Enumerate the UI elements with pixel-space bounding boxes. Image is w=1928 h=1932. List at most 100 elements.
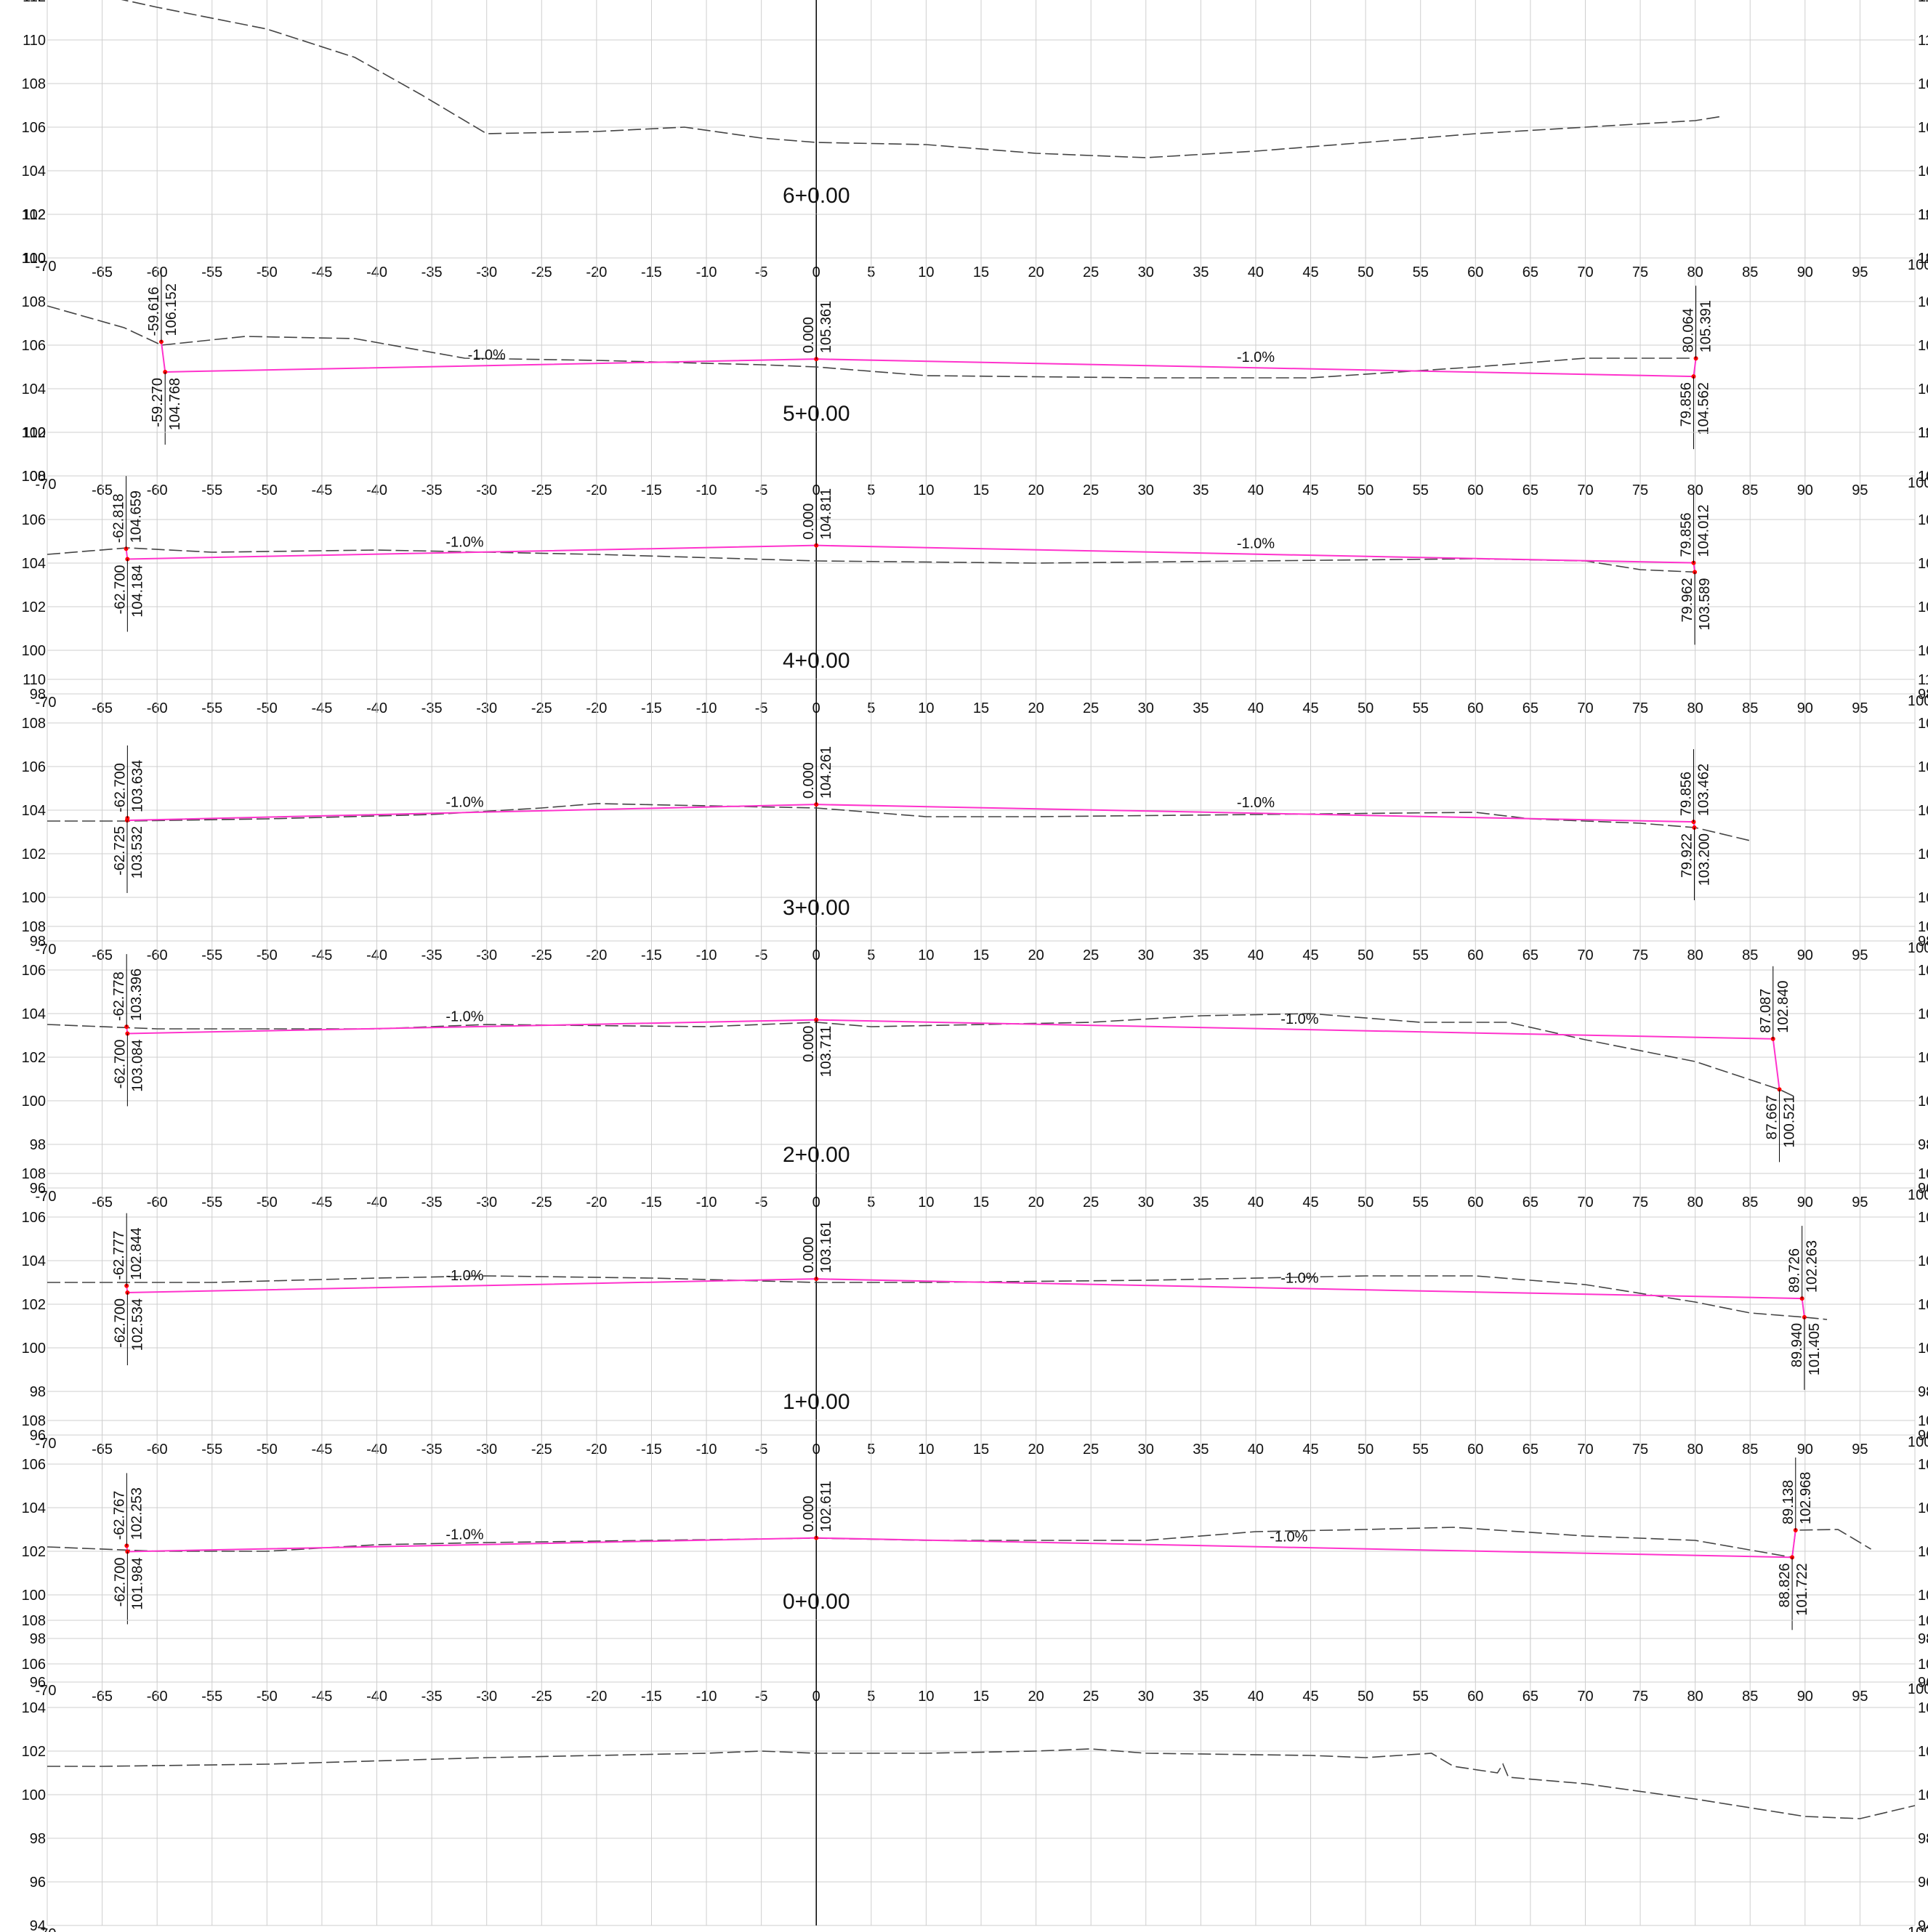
slope-label: -1.0% [445,534,483,550]
y-tick-label-right: 104 [1918,381,1928,397]
y-tick-label-right: 100 [1918,643,1928,659]
y-tick-label: 108 [22,294,46,310]
point-station-label: 88.826 [1777,1563,1793,1607]
y-tick-label: 96 [30,1428,46,1444]
y-tick-label: 106 [22,1210,46,1226]
y-tick-label-right: 106 [1918,759,1928,775]
y-tick-label: 98 [30,1631,46,1647]
y-tick-label: 108 [22,1613,46,1629]
y-tick-label: 108 [22,919,46,935]
point-station-label: -62.767 [111,1491,127,1540]
y-tick-label: 106 [22,338,46,354]
y-tick-label: 112 [23,207,46,223]
point-elevation-label: 101.984 [129,1557,145,1609]
y-tick-label: 100 [22,1094,46,1110]
y-tick-label-right: 110 [1918,672,1928,688]
point-elevation-label: 104.811 [818,488,834,540]
y-tick-label: 100 [22,890,46,906]
y-tick-label-right: 108 [1918,1166,1928,1182]
slope-label: -1.0% [1280,1270,1318,1286]
point-station-label: 89.138 [1780,1480,1796,1524]
y-tick-label: 108 [22,1166,46,1182]
slope-label: -1.0% [445,1009,483,1024]
point-elevation-label: 101.722 [1794,1563,1810,1615]
y-tick-label-right: 108 [1918,76,1928,92]
y-tick-label: 112 [23,0,46,5]
point-station-label: 87.667 [1764,1095,1780,1139]
slope-label: -1.0% [1237,536,1275,552]
panel-title: 6+0.00 [783,184,850,208]
y-tick-label: 104 [22,1500,46,1516]
slope-label: -1.0% [1237,349,1275,365]
y-tick-label: 104 [22,803,46,819]
y-tick-label-right: 110 [1918,425,1928,441]
y-tick-label: 102 [22,1050,46,1066]
y-tick-label: 106 [22,963,46,979]
slope-label: -1.0% [1280,1011,1318,1027]
y-tick-label: 96 [30,1675,46,1691]
y-tick-label-right: 104 [1918,1253,1928,1269]
y-tick-label: 110 [23,672,46,688]
y-tick-label-right: 108 [1918,1413,1928,1429]
point-elevation-label: 100.521 [1782,1095,1798,1147]
y-tick-label: 108 [22,1413,46,1429]
panel-title: 5+0.00 [783,402,850,426]
slope-label: -1.0% [1237,795,1275,811]
y-tick-label-right: 106 [1918,120,1928,136]
point-elevation-label: 103.462 [1695,764,1711,816]
y-tick-label-right: 108 [1918,294,1928,310]
point-elevation-label: 103.396 [129,969,145,1021]
y-tick-label-right: 98 [1918,687,1928,703]
cross-section-panel: 1+0.00-70 -65 -60 -55 -50 -45 -40 -35 -30 -25 -20-… [22,1390,1928,1705]
y-tick-label-right: 100 [1918,1341,1928,1357]
y-tick-label-right: 98 [1918,1831,1928,1847]
point-station-label: 0.000 [801,1496,817,1532]
point-station-label: 79.856 [1678,512,1694,557]
point-station-label: 79.922 [1679,833,1695,878]
y-tick-label-right: 98 [1918,1631,1928,1647]
y-tick-label: 110 [23,425,46,441]
point-station-label: 0.000 [801,317,817,353]
y-tick-label-right: 94 [1918,1918,1928,1932]
y-tick-label: 98 [30,687,46,703]
panel-title: 2+0.00 [783,1143,850,1167]
point-elevation-label: 102.253 [129,1487,145,1540]
y-tick-label: 102 [22,599,46,615]
y-tick-label: 100 [22,643,46,659]
y-tick-label-right: 98 [1918,934,1928,950]
cross-section-panel: 6+0.00-70 -65 -60 -55 -50 -45 -40 -35 -30 -25 -20-… [22,184,1928,498]
y-tick-label: 100 [22,1588,46,1604]
y-tick-label-right: 96 [1918,1875,1928,1891]
point-station-label: -62.725 [112,826,128,876]
y-tick-label: 104 [22,163,46,179]
y-tick-label-right: 100 [1918,1588,1928,1604]
slope-label: -1.0% [468,347,506,363]
point-elevation-label: 104.562 [1695,382,1711,435]
y-tick-label-right: 106 [1918,1457,1928,1473]
point-elevation-label: 101.405 [1807,1323,1823,1375]
y-tick-label-right: 96 [1918,1181,1928,1197]
y-tick-label-right: 108 [1918,716,1928,732]
cross-section-panel: 0+0.00-70-65-60-55-50-45-40-35-30-25-20-… [22,1590,1928,1932]
point-station-label: 79.856 [1678,382,1694,427]
point-station-label: -62.818 [111,493,127,543]
y-tick-label-right: 108 [1918,919,1928,935]
y-tick-label: 104 [22,381,46,397]
point-elevation-label: 104.768 [167,378,183,430]
cross-section-panel: 4+0.00-70 -65 -60 -55 -50 -45 -40 -35 -30 -25 -20-… [22,649,1928,963]
y-tick-label-right: 110 [1918,251,1928,267]
y-tick-label: 96 [30,1181,46,1197]
existing-ground-line [47,804,1750,841]
point-elevation-label: 104.012 [1695,504,1711,557]
y-tick-label: 98 [30,1137,46,1153]
y-tick-label: 102 [22,1297,46,1313]
cross-section-charts: 6+12.00-70-65-60-55-50-45-40-35-30-25-20… [22,0,1928,1932]
y-tick-label-right: 100 [1918,890,1928,906]
point-elevation-label: 104.261 [818,746,834,799]
cross-section-panel: 3+0.00-70 -65 -60 -55 -50 -45 -40 -35 -30 -25 -20-… [22,896,1928,1210]
y-tick-label: 98 [30,1831,46,1847]
cross-section-panel: 2+0.00-70 -65 -60 -55 -50 -45 -40 -35 -30 -25 -20-… [22,1143,1928,1458]
point-station-label: -59.616 [146,287,162,336]
point-elevation-label: 106.152 [164,283,180,336]
y-tick-label-right: 102 [1918,1050,1928,1066]
